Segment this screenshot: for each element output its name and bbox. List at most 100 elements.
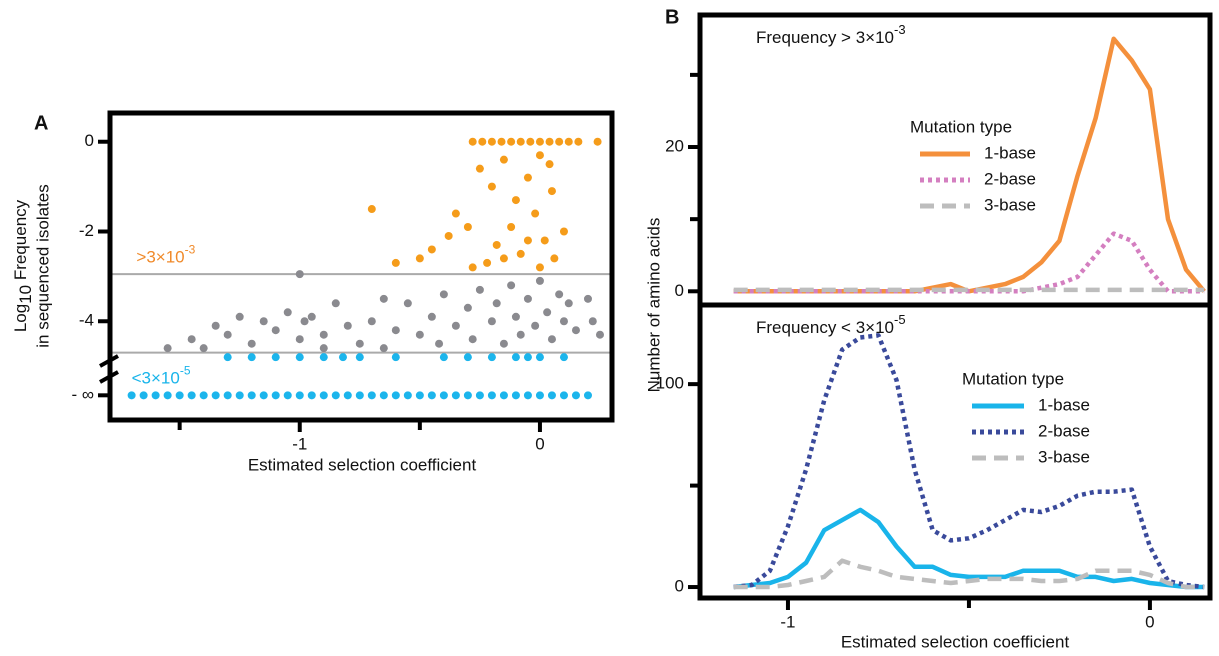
scatter-point bbox=[343, 391, 352, 400]
scatter-point bbox=[487, 137, 496, 146]
scatter-point bbox=[463, 353, 472, 362]
scatter-point bbox=[507, 137, 516, 146]
scatter-point bbox=[367, 317, 376, 326]
scatter-point bbox=[483, 258, 492, 267]
y-tick-label: 100 bbox=[656, 374, 684, 393]
scatter-point bbox=[543, 308, 552, 317]
scatter-point bbox=[492, 240, 501, 249]
scatter-point bbox=[379, 294, 388, 303]
x-tick-label: 0 bbox=[1145, 612, 1154, 631]
scatter-point bbox=[547, 391, 556, 400]
scatter-point bbox=[574, 137, 583, 146]
scatter-point bbox=[355, 353, 364, 362]
scatter-point bbox=[439, 353, 448, 362]
legend-label: 2-base bbox=[1038, 421, 1090, 440]
scatter-point bbox=[415, 330, 424, 339]
scatter-point bbox=[511, 391, 520, 400]
scatter-point bbox=[331, 299, 340, 308]
scatter-point bbox=[595, 330, 604, 339]
y-label-rest: Frequency bbox=[11, 199, 30, 285]
scatter-point bbox=[391, 326, 400, 335]
legend-title: Mutation type bbox=[962, 369, 1064, 388]
scatter-point bbox=[163, 391, 172, 400]
legend-label: 3-base bbox=[1038, 447, 1090, 466]
plot-frame bbox=[697, 12, 1213, 308]
scatter-point bbox=[187, 391, 196, 400]
scatter-point bbox=[475, 391, 484, 400]
scatter-point bbox=[499, 339, 508, 348]
scatter-point bbox=[451, 391, 460, 400]
panel-title: Frequency < 3×10-5 bbox=[756, 312, 906, 337]
y-tick-label: -4 bbox=[79, 311, 94, 330]
title-text: Frequency > 3×10 bbox=[756, 28, 894, 47]
scatter-point bbox=[540, 236, 549, 245]
scatter-point bbox=[531, 209, 540, 218]
scatter-point bbox=[355, 339, 364, 348]
legend-label: 2-base bbox=[984, 169, 1036, 188]
panel-title: Frequency > 3×10-3 bbox=[756, 22, 906, 47]
plot-frame bbox=[697, 302, 1213, 601]
scatter-point bbox=[175, 391, 184, 400]
scatter-point bbox=[468, 137, 477, 146]
scatter-point bbox=[526, 137, 535, 146]
scatter-point bbox=[468, 263, 477, 272]
line-series bbox=[733, 231, 1205, 294]
scatter-point bbox=[511, 312, 520, 321]
scatter-point bbox=[211, 391, 220, 400]
scatter-point bbox=[487, 391, 496, 400]
scatter-point bbox=[247, 339, 256, 348]
scatter-point bbox=[545, 137, 554, 146]
scatter-point bbox=[259, 391, 268, 400]
y-tick-label: 20 bbox=[665, 136, 684, 155]
scatter-point bbox=[338, 353, 347, 362]
scatter-point bbox=[523, 391, 532, 400]
scatter-point bbox=[463, 223, 472, 232]
scatter-point bbox=[523, 236, 532, 245]
y-axis-label: Log10 Frequency bbox=[11, 199, 35, 332]
y-tick-label: 0 bbox=[675, 577, 684, 596]
panel-label: B bbox=[665, 6, 679, 28]
scatter-point bbox=[523, 353, 532, 362]
scatter-point bbox=[403, 391, 412, 400]
scatter-point bbox=[271, 353, 280, 362]
scatter-point bbox=[499, 155, 508, 164]
scatter-point bbox=[555, 290, 564, 299]
x-axis-label: Estimated selection coefficient bbox=[841, 632, 1070, 651]
scatter-point bbox=[235, 312, 244, 321]
scatter-point bbox=[223, 391, 232, 400]
scatter-point bbox=[259, 317, 268, 326]
scatter-point bbox=[391, 353, 400, 362]
y-tick-label: 0 bbox=[85, 131, 94, 150]
scatter-point bbox=[187, 335, 196, 344]
scatter-point bbox=[451, 321, 460, 330]
scatter-point bbox=[283, 391, 292, 400]
scatter-point bbox=[295, 391, 304, 400]
scatter-point bbox=[343, 321, 352, 330]
scatter-point bbox=[331, 391, 340, 400]
scatter-point bbox=[427, 245, 436, 254]
scatter-point bbox=[564, 137, 573, 146]
y-axis-label-line2: in sequenced isolates bbox=[33, 184, 52, 348]
scatter-point bbox=[223, 353, 232, 362]
scatter-point bbox=[247, 391, 256, 400]
scatter-point bbox=[478, 137, 487, 146]
scatter-point bbox=[535, 137, 544, 146]
scatter-point bbox=[523, 173, 532, 182]
line-series bbox=[733, 507, 1205, 590]
scatter-point bbox=[559, 317, 568, 326]
x-axis-label: Estimated selection coefficient bbox=[248, 455, 477, 474]
scatter-point bbox=[319, 330, 328, 339]
annotation-exponent: -5 bbox=[180, 364, 191, 378]
scatter-point bbox=[427, 391, 436, 400]
scatter-point bbox=[550, 254, 559, 263]
plot-frame bbox=[107, 110, 615, 423]
x-tick-label: -1 bbox=[780, 612, 795, 631]
scatter-point bbox=[403, 299, 412, 308]
scatter-point bbox=[497, 137, 506, 146]
scatter-point bbox=[564, 299, 573, 308]
legend-label: 1-base bbox=[1038, 395, 1090, 414]
scatter-point bbox=[271, 391, 280, 400]
annotation: >3×10-3 bbox=[136, 243, 195, 267]
scatter-point bbox=[511, 196, 520, 205]
